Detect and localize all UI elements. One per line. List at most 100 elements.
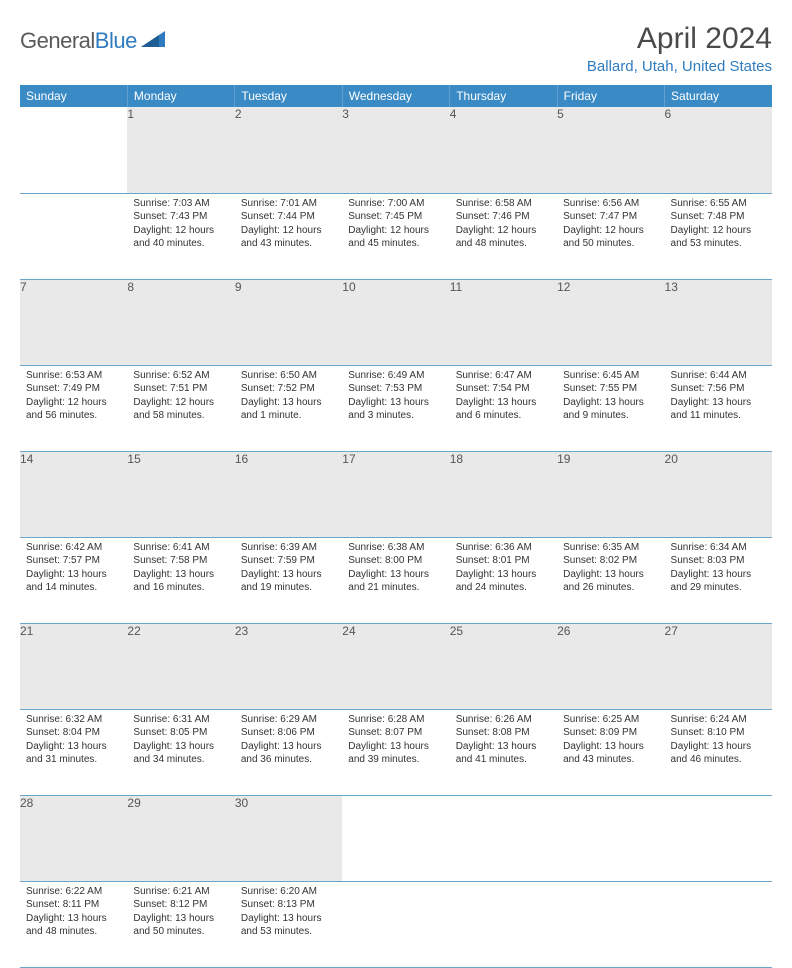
- sunset-text: Sunset: 7:49 PM: [26, 382, 121, 396]
- logo-word-2: Blue: [95, 28, 137, 53]
- sunset-text: Sunset: 7:47 PM: [563, 210, 658, 224]
- day-detail: Sunrise: 6:55 AMSunset: 7:48 PMDaylight:…: [665, 194, 772, 255]
- day-number: 1: [127, 107, 134, 121]
- sunset-text: Sunset: 7:59 PM: [241, 554, 336, 568]
- daylight-text: Daylight: 13 hours and 46 minutes.: [671, 740, 766, 767]
- sunrise-text: Sunrise: 6:38 AM: [348, 541, 443, 555]
- day-number: 25: [450, 624, 463, 638]
- daylight-text: Daylight: 13 hours and 50 minutes.: [133, 912, 228, 939]
- sunrise-text: Sunrise: 6:58 AM: [456, 197, 551, 211]
- day-body-cell: Sunrise: 6:35 AMSunset: 8:02 PMDaylight:…: [557, 537, 664, 623]
- day-number: 17: [342, 452, 355, 466]
- day-detail: Sunrise: 6:34 AMSunset: 8:03 PMDaylight:…: [665, 538, 772, 599]
- daylight-text: Daylight: 12 hours and 48 minutes.: [456, 224, 551, 251]
- day-body-cell: Sunrise: 6:39 AMSunset: 7:59 PMDaylight:…: [235, 537, 342, 623]
- sunrise-text: Sunrise: 7:03 AM: [133, 197, 228, 211]
- day-body-cell: Sunrise: 6:25 AMSunset: 8:09 PMDaylight:…: [557, 709, 664, 795]
- day-number-cell: 18: [450, 451, 557, 537]
- day-number-cell: 29: [127, 795, 234, 881]
- daylight-text: Daylight: 12 hours and 58 minutes.: [133, 396, 228, 423]
- day-detail: Sunrise: 6:32 AMSunset: 8:04 PMDaylight:…: [20, 710, 127, 771]
- day-number: 23: [235, 624, 248, 638]
- sunrise-text: Sunrise: 6:42 AM: [26, 541, 121, 555]
- day-header: Tuesday: [235, 85, 342, 107]
- sunset-text: Sunset: 7:54 PM: [456, 382, 551, 396]
- day-number-cell: 15: [127, 451, 234, 537]
- day-detail: Sunrise: 6:45 AMSunset: 7:55 PMDaylight:…: [557, 366, 664, 427]
- sunset-text: Sunset: 8:12 PM: [133, 898, 228, 912]
- day-body-cell: Sunrise: 6:47 AMSunset: 7:54 PMDaylight:…: [450, 365, 557, 451]
- day-number-row: 282930: [20, 795, 772, 881]
- sunrise-text: Sunrise: 6:35 AM: [563, 541, 658, 555]
- daylight-text: Daylight: 13 hours and 41 minutes.: [456, 740, 551, 767]
- sunset-text: Sunset: 8:07 PM: [348, 726, 443, 740]
- sunrise-text: Sunrise: 6:55 AM: [671, 197, 766, 211]
- daylight-text: Daylight: 13 hours and 48 minutes.: [26, 912, 121, 939]
- sunset-text: Sunset: 7:58 PM: [133, 554, 228, 568]
- day-header: Saturday: [665, 85, 772, 107]
- day-body-cell: Sunrise: 7:00 AMSunset: 7:45 PMDaylight:…: [342, 193, 449, 279]
- day-number-cell: 24: [342, 623, 449, 709]
- day-number-cell: 27: [665, 623, 772, 709]
- day-number: 13: [665, 280, 678, 294]
- day-number-cell: 20: [665, 451, 772, 537]
- day-number-row: 78910111213: [20, 279, 772, 365]
- day-detail: Sunrise: 7:01 AMSunset: 7:44 PMDaylight:…: [235, 194, 342, 255]
- sunrise-text: Sunrise: 6:34 AM: [671, 541, 766, 555]
- logo: GeneralBlue: [20, 22, 167, 54]
- sunset-text: Sunset: 8:03 PM: [671, 554, 766, 568]
- day-number-cell: 30: [235, 795, 342, 881]
- day-number-cell: [557, 795, 664, 881]
- sunrise-text: Sunrise: 6:21 AM: [133, 885, 228, 899]
- day-number: 12: [557, 280, 570, 294]
- day-number: 27: [665, 624, 678, 638]
- day-detail: Sunrise: 6:29 AMSunset: 8:06 PMDaylight:…: [235, 710, 342, 771]
- day-body-cell: Sunrise: 6:21 AMSunset: 8:12 PMDaylight:…: [127, 881, 234, 967]
- day-detail: Sunrise: 6:52 AMSunset: 7:51 PMDaylight:…: [127, 366, 234, 427]
- header: GeneralBlue April 2024 Ballard, Utah, Un…: [20, 22, 772, 75]
- logo-text: GeneralBlue: [20, 28, 137, 54]
- day-body-cell: Sunrise: 6:34 AMSunset: 8:03 PMDaylight:…: [665, 537, 772, 623]
- day-number: 19: [557, 452, 570, 466]
- sunset-text: Sunset: 8:04 PM: [26, 726, 121, 740]
- day-number: 7: [20, 280, 27, 294]
- sunrise-text: Sunrise: 6:25 AM: [563, 713, 658, 727]
- day-number-cell: 1: [127, 107, 234, 193]
- daylight-text: Daylight: 13 hours and 34 minutes.: [133, 740, 228, 767]
- sunrise-text: Sunrise: 6:22 AM: [26, 885, 121, 899]
- location-label: Ballard, Utah, United States: [587, 58, 772, 75]
- day-number: 24: [342, 624, 355, 638]
- day-detail: Sunrise: 6:49 AMSunset: 7:53 PMDaylight:…: [342, 366, 449, 427]
- day-number-cell: [450, 795, 557, 881]
- day-detail: Sunrise: 6:26 AMSunset: 8:08 PMDaylight:…: [450, 710, 557, 771]
- day-number-row: 123456: [20, 107, 772, 193]
- day-number-cell: 25: [450, 623, 557, 709]
- day-number-row: 21222324252627: [20, 623, 772, 709]
- day-number-cell: 22: [127, 623, 234, 709]
- daylight-text: Daylight: 13 hours and 36 minutes.: [241, 740, 336, 767]
- daylight-text: Daylight: 13 hours and 21 minutes.: [348, 568, 443, 595]
- daylight-text: Daylight: 12 hours and 56 minutes.: [26, 396, 121, 423]
- day-detail: Sunrise: 6:44 AMSunset: 7:56 PMDaylight:…: [665, 366, 772, 427]
- sunset-text: Sunset: 8:01 PM: [456, 554, 551, 568]
- day-body-cell: [342, 881, 449, 967]
- sunrise-text: Sunrise: 6:52 AM: [133, 369, 228, 383]
- day-header: Wednesday: [342, 85, 449, 107]
- day-number-cell: 17: [342, 451, 449, 537]
- day-detail: Sunrise: 6:39 AMSunset: 7:59 PMDaylight:…: [235, 538, 342, 599]
- day-detail: Sunrise: 7:03 AMSunset: 7:43 PMDaylight:…: [127, 194, 234, 255]
- day-number: 21: [20, 624, 33, 638]
- day-detail: Sunrise: 6:22 AMSunset: 8:11 PMDaylight:…: [20, 882, 127, 943]
- daylight-text: Daylight: 13 hours and 3 minutes.: [348, 396, 443, 423]
- sunset-text: Sunset: 8:00 PM: [348, 554, 443, 568]
- day-header-row: Sunday Monday Tuesday Wednesday Thursday…: [20, 85, 772, 107]
- sunrise-text: Sunrise: 6:41 AM: [133, 541, 228, 555]
- sunrise-text: Sunrise: 6:49 AM: [348, 369, 443, 383]
- day-number-cell: [20, 107, 127, 193]
- daylight-text: Daylight: 13 hours and 6 minutes.: [456, 396, 551, 423]
- day-header: Thursday: [450, 85, 557, 107]
- day-body-cell: Sunrise: 6:56 AMSunset: 7:47 PMDaylight:…: [557, 193, 664, 279]
- day-number-cell: 10: [342, 279, 449, 365]
- sunset-text: Sunset: 8:10 PM: [671, 726, 766, 740]
- day-number-cell: 6: [665, 107, 772, 193]
